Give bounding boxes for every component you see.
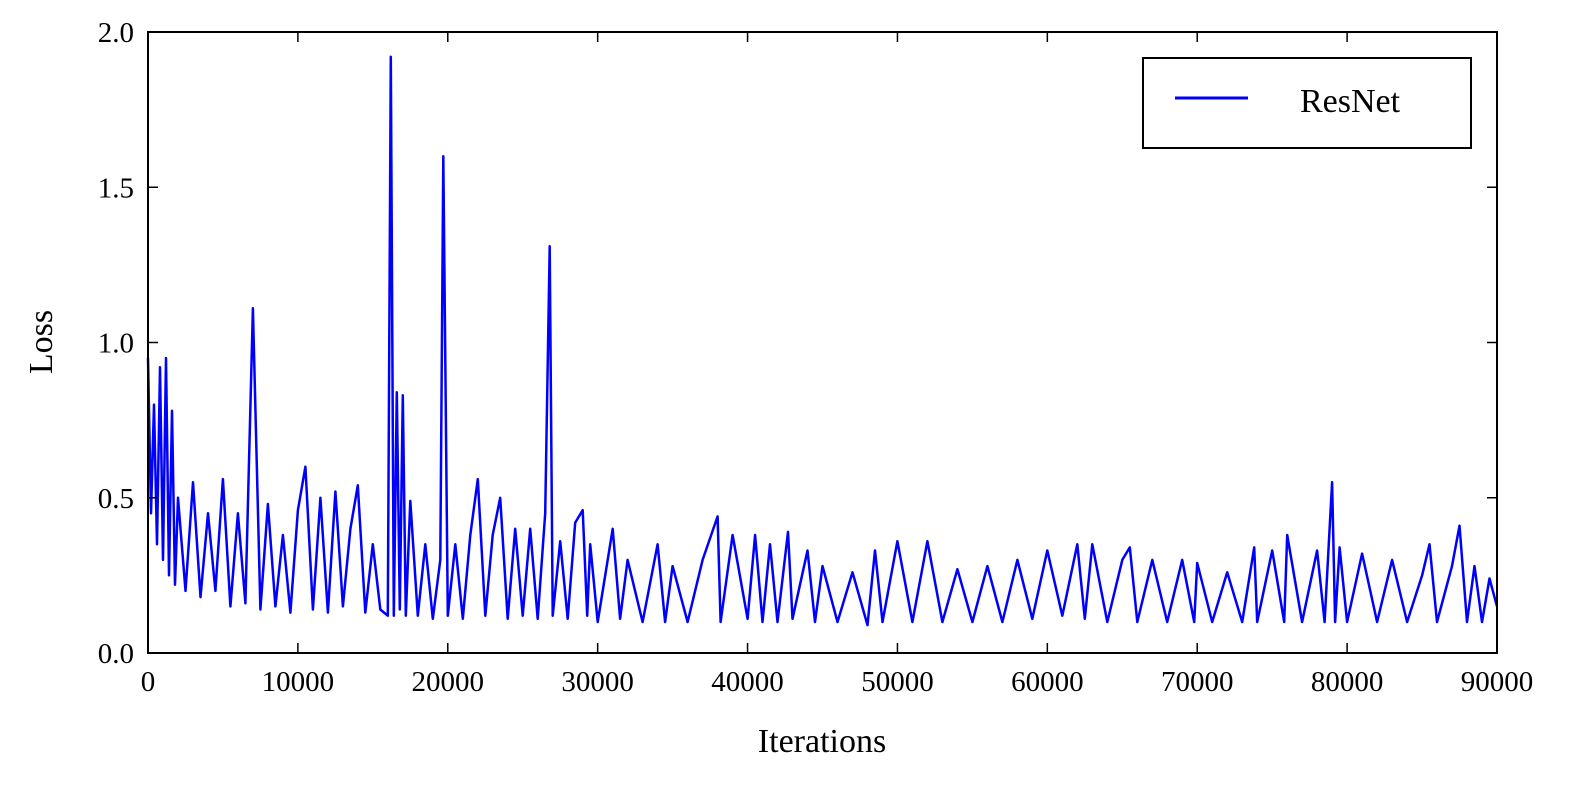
x-tick-label: 90000 — [1461, 666, 1534, 698]
legend-box — [1142, 57, 1472, 149]
series-layer — [146, 55, 1499, 627]
ticks-layer: 0 10000 20000 30000 40000 50000 60000 70000 8000… — [98, 17, 1534, 698]
x-tick-label: 60000 — [1011, 666, 1084, 698]
x-tick-label: 20000 — [412, 666, 485, 698]
x-tick-label: 50000 — [861, 666, 934, 698]
x-tick-label: 40000 — [711, 666, 784, 698]
y-tick-label: 1.0 — [98, 328, 134, 360]
y-axis-title: Loss — [23, 310, 60, 374]
y-tick-label: 0.0 — [98, 638, 134, 670]
x-tick-label: 0 — [141, 666, 156, 698]
x-tick-label: 30000 — [561, 666, 634, 698]
y-tick-label: 2.0 — [98, 17, 134, 49]
legend-label-resnet: ResNet — [1300, 83, 1401, 120]
legend: ResNet — [1142, 57, 1472, 149]
x-tick-label: 10000 — [262, 666, 335, 698]
y-tick-label: 0.5 — [98, 483, 134, 515]
y-tick-label: 1.5 — [98, 172, 134, 204]
x-tick-label: 70000 — [1161, 666, 1234, 698]
series-line-resnet — [146, 55, 1499, 627]
x-tick-label: 80000 — [1311, 666, 1384, 698]
x-axis-title: Iterations — [758, 723, 886, 760]
